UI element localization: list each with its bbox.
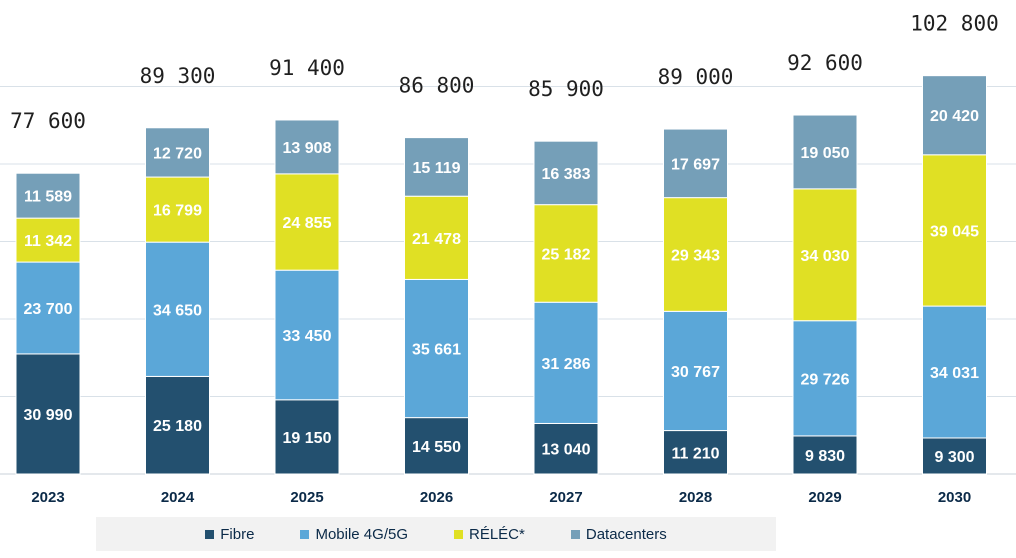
bar-segment (404, 278, 469, 419)
bar-segment (533, 422, 599, 475)
total-value-label: 77 600 (10, 109, 86, 133)
bar-segment (663, 197, 728, 312)
segment-value-label: 23 700 (24, 301, 73, 318)
segment-value-label: 30 767 (671, 364, 720, 381)
x-tick-label: 2027 (549, 489, 582, 506)
x-tick-label: 2025 (290, 489, 323, 506)
x-tick-label: 2030 (938, 489, 971, 506)
x-tick-labels: 2023 2024 2025 2026 2027 2028 2029 2030 (31, 489, 971, 506)
segment-value-label: 9 300 (934, 449, 974, 466)
legend-item: Mobile 4G/5G (300, 526, 408, 543)
legend-swatch (205, 529, 215, 539)
legend: Fibre Mobile 4G/5G RÉLÉC* Datacenters (96, 517, 776, 551)
legend-item: RÉLÉC* (454, 526, 525, 543)
x-tick-label: 2029 (808, 489, 841, 506)
chart-svg: 30 990 23 700 11 342 11 589 25 180 34 650 16 7… (0, 12, 1016, 506)
bar-segment (15, 217, 81, 263)
bar-segment (274, 269, 340, 401)
bar-segment (922, 75, 987, 156)
legend-item: Datacenters (570, 525, 667, 543)
bar-segment (145, 375, 210, 475)
total-value-label: 91 400 (269, 56, 345, 80)
legend-label: Datacenters (585, 525, 667, 543)
bar-segment (145, 241, 210, 377)
legend-swatch (300, 529, 310, 539)
segment-value-label: 20 420 (930, 108, 979, 125)
x-tick-label: 2026 (420, 489, 453, 506)
legend-label: Mobile 4G/5G (315, 525, 408, 543)
bar-segment (15, 353, 81, 475)
segment-value-label: 19 150 (283, 430, 332, 447)
legend-label: RÉLÉC* (469, 525, 525, 543)
bar-segment (404, 417, 469, 475)
segment-value-label: 11 342 (24, 233, 72, 250)
segment-value-label: 13 040 (542, 442, 591, 459)
total-value-label: 89 000 (658, 65, 734, 89)
bar-segment (792, 320, 858, 437)
bar-segment (274, 119, 340, 175)
segment-value-label: 29 726 (801, 371, 850, 388)
segment-value-label: 34 650 (153, 302, 202, 319)
segment-value-label: 34 030 (801, 248, 850, 265)
x-tick-label: 2023 (31, 489, 64, 506)
segment-value-label: 33 450 (283, 328, 332, 345)
bar-segment (145, 176, 210, 243)
bar-segment (663, 430, 728, 475)
bar-segment (922, 154, 987, 307)
bar-segment (663, 310, 728, 432)
bar-segment (404, 137, 469, 197)
bar-segment (533, 140, 599, 206)
segment-value-label: 25 182 (542, 246, 591, 263)
segment-value-label: 15 119 (412, 160, 460, 177)
bar-segment (15, 261, 81, 355)
segment-value-label: 12 720 (153, 145, 202, 162)
segment-value-label: 9 830 (805, 448, 845, 465)
bar-segment (145, 127, 210, 178)
segment-value-label: 13 908 (283, 140, 332, 157)
segment-labels: 30 990 23 700 11 342 11 589 25 180 34 650 16 7… (24, 108, 980, 466)
legend-item: Fibre (205, 526, 254, 543)
segment-value-label: 24 855 (283, 215, 332, 232)
segment-value-label: 16 383 (542, 166, 591, 183)
x-tick-label: 2028 (679, 489, 712, 506)
total-value-label: 89 300 (140, 64, 216, 88)
total-value-label: 86 800 (399, 74, 475, 98)
segment-value-label: 31 286 (542, 356, 591, 373)
legend-swatch (454, 529, 463, 539)
segment-value-label: 35 661 (412, 342, 461, 359)
bar-segment (663, 128, 728, 199)
segment-value-label: 11 210 (671, 445, 719, 462)
segment-value-label: 34 031 (930, 365, 979, 382)
bar-segment (792, 114, 858, 190)
segment-value-label: 11 589 (24, 189, 72, 206)
legend-swatch (570, 529, 580, 539)
segment-value-label: 30 990 (24, 407, 73, 424)
bar-segment (922, 437, 987, 475)
segment-value-label: 19 050 (801, 145, 850, 162)
bar-segment (15, 172, 81, 219)
total-value-label: 102 800 (910, 12, 999, 36)
bar-segment (922, 305, 987, 439)
total-value-label: 85 900 (528, 77, 604, 101)
bar-segment (533, 204, 599, 303)
segment-value-label: 25 180 (153, 418, 202, 435)
segment-value-label: 29 343 (671, 247, 720, 264)
bar-segment (792, 435, 858, 475)
segment-value-label: 17 697 (671, 156, 720, 173)
total-value-label: 92 600 (787, 51, 863, 75)
segment-value-label: 16 799 (153, 203, 202, 220)
legend-label: Fibre (220, 525, 255, 543)
x-tick-label: 2024 (161, 489, 195, 506)
segment-value-label: 14 550 (412, 439, 461, 456)
bar-segment (404, 195, 469, 280)
bars (15, 75, 987, 475)
segment-value-label: 39 045 (930, 223, 979, 240)
bar-segment (274, 399, 340, 475)
total-labels: 77 600 89 300 91 400 86 800 85 900 89 000 92 6… (10, 12, 999, 134)
segment-value-label: 21 478 (412, 231, 461, 248)
bar-segment (274, 173, 340, 271)
